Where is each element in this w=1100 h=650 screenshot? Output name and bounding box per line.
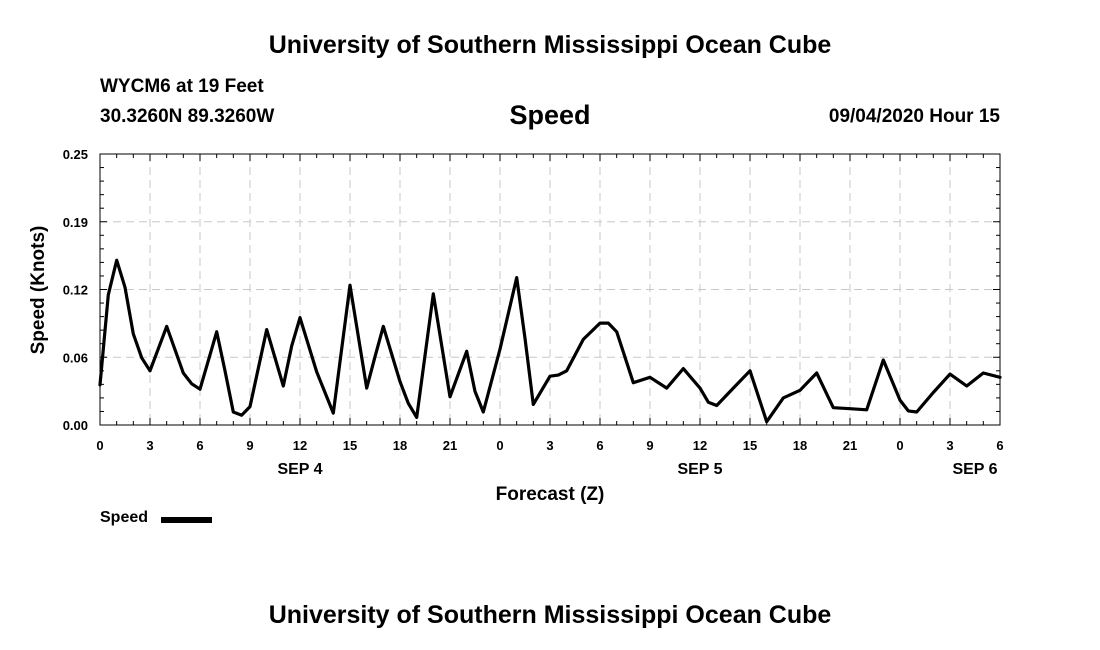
speed-series-line [98,258,1002,424]
x-tick-label: 0 [96,438,103,453]
x-tick-label: 3 [146,438,153,453]
x-tick-label: 15 [343,438,357,453]
x-tick-label: 6 [596,438,603,453]
date-label: SEP 5 [677,461,722,478]
x-tick-label: 12 [293,438,307,453]
x-tick-label: 18 [393,438,407,453]
x-tick-label: 15 [743,438,757,453]
x-tick-label: 21 [443,438,457,453]
x-tick-label: 0 [896,438,903,453]
chart-footer-title: University of Southern Mississippi Ocean… [268,601,832,629]
station-coordinates: 30.3260N 89.3260W [100,106,275,127]
grid-layer [100,154,1000,425]
x-tick-label: 6 [996,438,1003,453]
chart-header-title: University of Southern Mississippi Ocean… [268,31,832,59]
station-label: WYCM6 at 19 Feet [100,76,264,97]
y-tick-label: 0.12 [63,283,88,298]
y-tick-label: 0.25 [63,147,88,162]
x-tick-label: 9 [246,438,253,453]
x-tick-label: 0 [496,438,503,453]
y-tick-label: 0.06 [63,350,88,365]
y-axis-label: Speed (Knots) [28,226,49,355]
date-label: SEP 6 [952,461,997,478]
date-label: SEP 4 [277,461,322,478]
parameter-title: Speed [509,100,591,130]
x-axis-label: Forecast (Z) [496,484,605,505]
x-tick-label: 3 [546,438,553,453]
x-tick-label: 6 [196,438,203,453]
x-tick-label: 21 [843,438,857,453]
legend-label: Speed [100,509,149,526]
legend-line-swatch [161,517,212,523]
x-tick-label: 12 [693,438,707,453]
x-tick-label: 3 [946,438,953,453]
y-tick-label: 0.00 [63,418,88,433]
x-tick-label: 18 [793,438,807,453]
x-tick-label: 9 [646,438,653,453]
labels-layer: 0 3 6 9 12 15 18 21 0 3 6 9 12 15 18 21 0 3 6 0.00 0.06 0.12 0… [63,147,1004,478]
y-tick-label: 0.19 [63,215,88,230]
forecast-datetime: 09/04/2020 Hour 15 [828,106,1000,127]
